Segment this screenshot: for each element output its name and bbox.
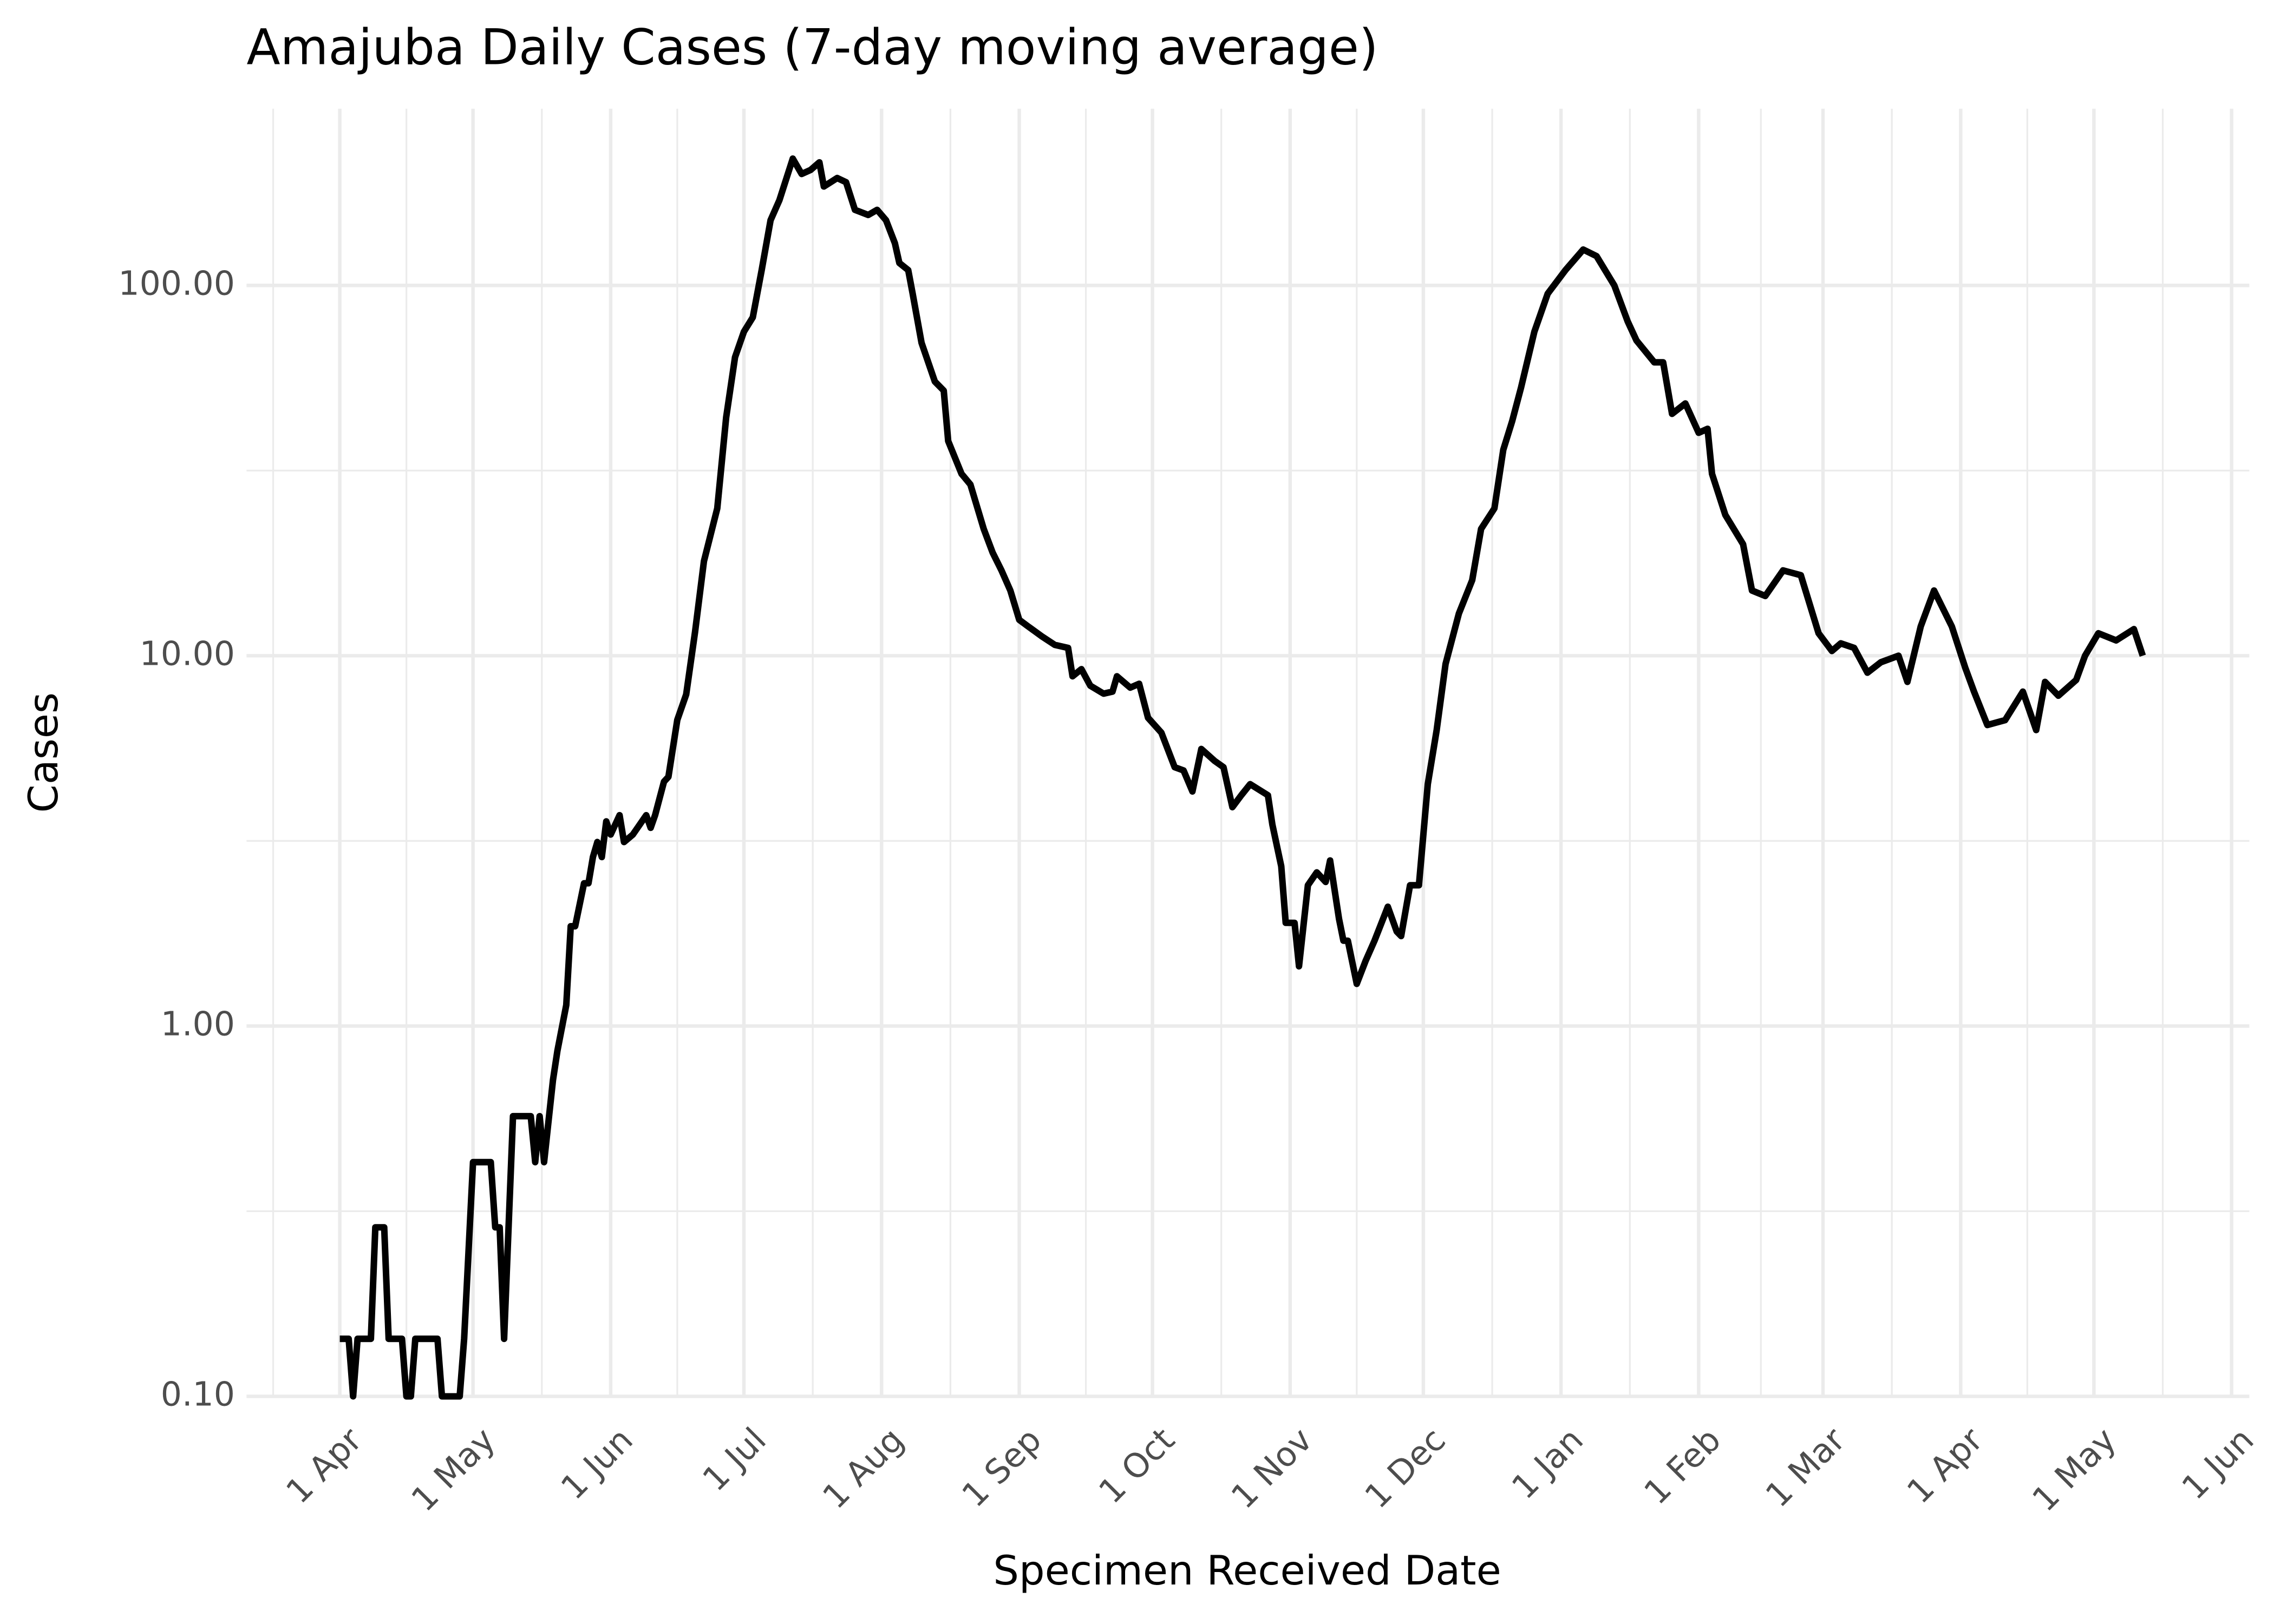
marks	[339, 155, 2146, 1400]
data-line	[339, 155, 2146, 1400]
y-axis-label: Cases	[19, 692, 67, 813]
chart-title: Amajuba Daily Cases (7-day moving averag…	[246, 19, 1378, 76]
x-axis-label: Specimen Received Date	[993, 1547, 1501, 1594]
y-tick-label: 10.00	[140, 634, 235, 673]
y-tick-label: 1.00	[161, 1004, 235, 1043]
grid	[246, 108, 2250, 1398]
y-tick-label: 100.00	[118, 264, 235, 303]
y-tick-label: 0.10	[161, 1375, 235, 1414]
